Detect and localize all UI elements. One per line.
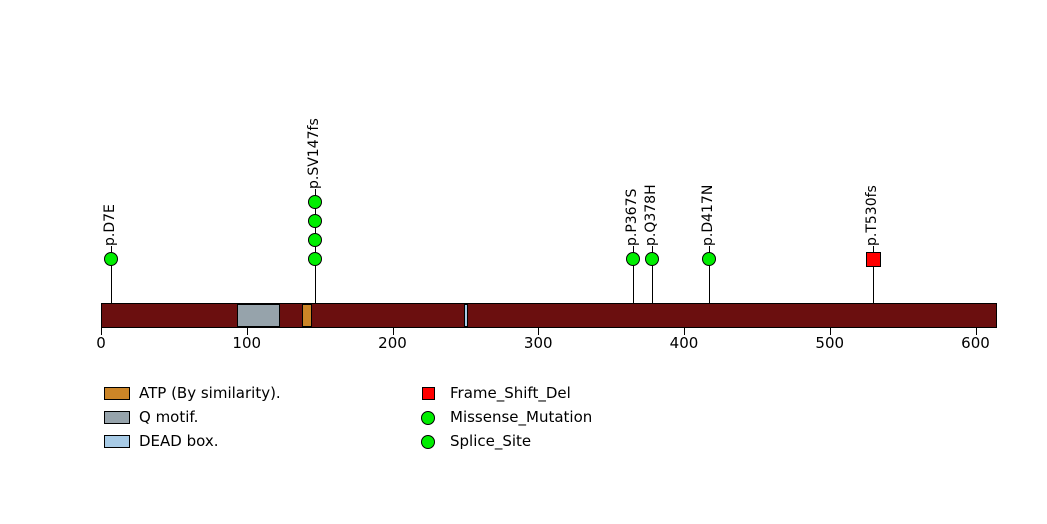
axis-tick-label: 200 (378, 334, 407, 352)
lollipop-stem (709, 246, 710, 328)
lollipop-stem (111, 246, 112, 328)
legend-label: Missense_Mutation (450, 408, 593, 426)
legend-swatch-circle (421, 434, 435, 449)
axis-tick (101, 328, 102, 335)
legend-swatch-wrap (415, 387, 441, 400)
mutation-marker-circle[interactable] (626, 252, 640, 266)
axis-tick (975, 328, 977, 335)
legend: ATP (By similarity). Q motif. DEAD box. Fr… (0, 383, 1047, 463)
legend-label: DEAD box. (139, 432, 219, 450)
domain-block (236, 304, 281, 327)
legend-item[interactable]: Q motif. (104, 407, 281, 428)
legend-item[interactable]: Missense_Mutation (415, 407, 592, 428)
axis-tick-label: 300 (523, 334, 553, 352)
mutation-marker-circle[interactable] (104, 252, 118, 266)
legend-domains: ATP (By similarity). Q motif. DEAD box. (104, 383, 281, 455)
mutation-marker-circle[interactable] (645, 252, 659, 266)
legend-label: ATP (By similarity). (139, 384, 281, 402)
legend-item[interactable]: Frame_Shift_Del (415, 383, 592, 404)
mutation-marker-circle[interactable] (308, 233, 322, 247)
legend-swatch-wrap (415, 434, 441, 449)
lollipop-stem (633, 246, 634, 328)
domain-block (302, 304, 313, 327)
axis-tick-label: 100 (232, 334, 262, 352)
mutation-label: p.D417N (700, 184, 716, 246)
axis-tick (538, 328, 540, 335)
mutation-marker-circle[interactable] (702, 252, 716, 266)
mutation-label: p.D7E (102, 204, 118, 246)
axis-tick-label: 500 (815, 334, 845, 352)
mutation-marker-circle[interactable] (308, 252, 322, 266)
axis-tick (246, 328, 248, 335)
legend-swatch-circle (421, 410, 435, 425)
mutation-marker-square[interactable] (866, 252, 881, 267)
legend-swatch-square (421, 387, 435, 400)
mutation-label: p.P367S (624, 188, 640, 246)
domain-block (463, 304, 469, 327)
legend-item[interactable]: ATP (By similarity). (104, 383, 281, 404)
axis-tick (392, 328, 394, 335)
axis-tick-label: 0 (96, 334, 106, 352)
legend-swatch-domains (104, 435, 130, 448)
legend-item[interactable]: Splice_Site (415, 431, 592, 452)
mutation-label: p.Q378H (643, 184, 659, 246)
lollipop-stem (873, 246, 874, 328)
legend-label: Q motif. (139, 408, 199, 426)
lollipop-stem (652, 246, 653, 328)
mutation-label: p.T530fs (864, 185, 880, 246)
axis-tick (829, 328, 831, 335)
legend-mutation-types: Frame_Shift_Del Missense_Mutation Splice_S… (415, 383, 592, 455)
axis-tick-label: 400 (669, 334, 699, 352)
axis-tick-label: 600 (961, 334, 990, 352)
protein-backbone (101, 303, 997, 328)
axis-tick (684, 328, 685, 335)
mutation-marker-circle[interactable] (308, 195, 322, 209)
legend-swatch-domains (104, 411, 130, 424)
legend-item[interactable]: DEAD box. (104, 431, 281, 452)
legend-swatch-wrap (415, 410, 441, 425)
mutation-marker-circle[interactable] (308, 214, 322, 228)
legend-swatch-domains (104, 387, 130, 400)
mutation-label: p.SV147fs (306, 118, 322, 189)
legend-label: Frame_Shift_Del (450, 384, 571, 402)
legend-label: Splice_Site (450, 432, 532, 450)
